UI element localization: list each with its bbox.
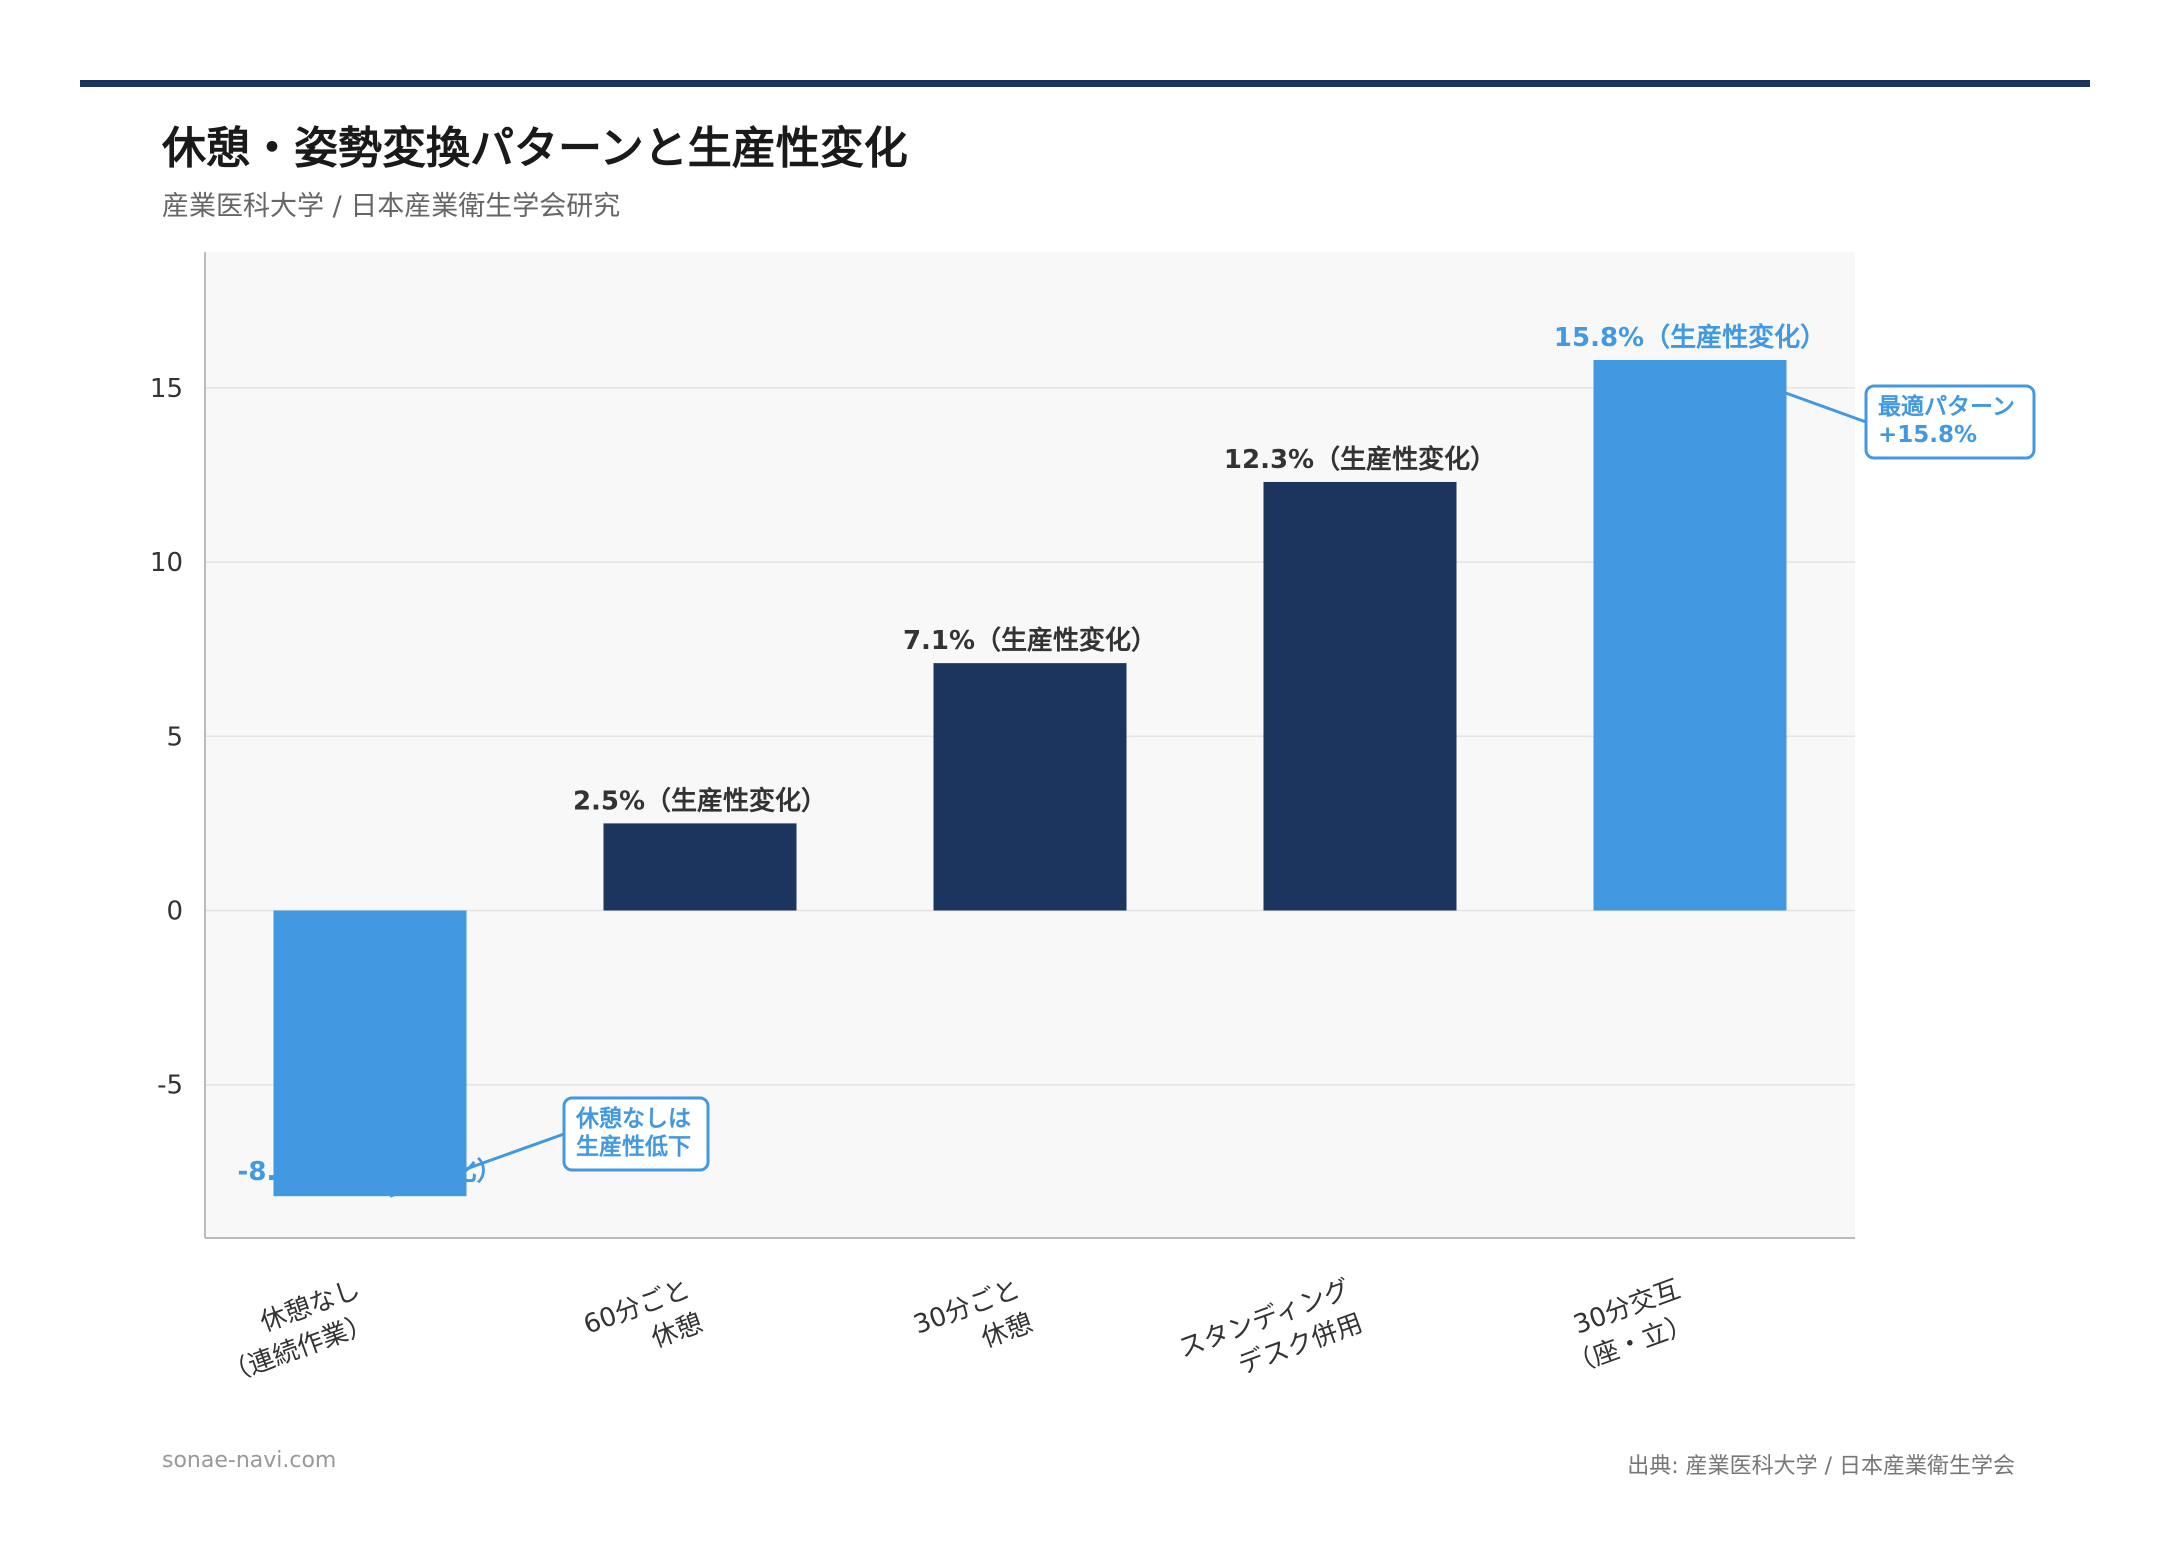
callout-leader xyxy=(389,1132,565,1198)
callout-text: 休憩なしは xyxy=(575,1105,691,1132)
data-label: 7.1%（生産性変化） xyxy=(903,625,1157,656)
chart-subtitle: 産業医科大学 / 日本産業衛生学会研究 xyxy=(162,191,621,222)
x-tick-label: スタンディングデスク併用 xyxy=(1175,1274,1367,1398)
data-label: 12.3%（生産性変化） xyxy=(1224,444,1496,475)
top-rule xyxy=(80,80,2090,87)
x-tick-label: 60分ごと休憩 xyxy=(580,1274,707,1374)
y-tick-label: -5 xyxy=(157,1071,183,1101)
bar xyxy=(603,823,797,911)
callout-text: +15.8% xyxy=(1878,422,1977,448)
callout-text: 生産性低下 xyxy=(576,1133,691,1160)
data-label: 15.8%（生産性変化） xyxy=(1554,322,1826,353)
bar xyxy=(273,910,467,1197)
footer-source: 出典: 産業医科大学 / 日本産業衛生学会 xyxy=(1627,1454,2015,1479)
callout-leader xyxy=(1699,360,1867,424)
bar xyxy=(1593,360,1787,911)
footer-site: sonae-navi.com xyxy=(162,1448,337,1473)
y-tick-label: 0 xyxy=(166,896,183,926)
callout-box xyxy=(562,1096,710,1172)
callout-box xyxy=(1864,384,2036,460)
bar xyxy=(1263,481,1457,911)
x-tick-label: 休憩なし（連続作業） xyxy=(208,1274,377,1389)
x-tick-label: 30分ごと休憩 xyxy=(910,1274,1037,1374)
chart-title: 休憩・姿勢変換パターンと生産性変化 xyxy=(162,123,908,174)
y-tick-label: 10 xyxy=(150,548,183,578)
callout-text: 最適パターン xyxy=(1878,393,2015,420)
data-label: 2.5%（生産性変化） xyxy=(573,785,827,816)
y-tick-label: 15 xyxy=(150,374,183,404)
y-tick-label: 5 xyxy=(166,722,183,752)
bar xyxy=(933,663,1127,911)
x-tick-label: 30分交互（座・立） xyxy=(1552,1274,1697,1380)
